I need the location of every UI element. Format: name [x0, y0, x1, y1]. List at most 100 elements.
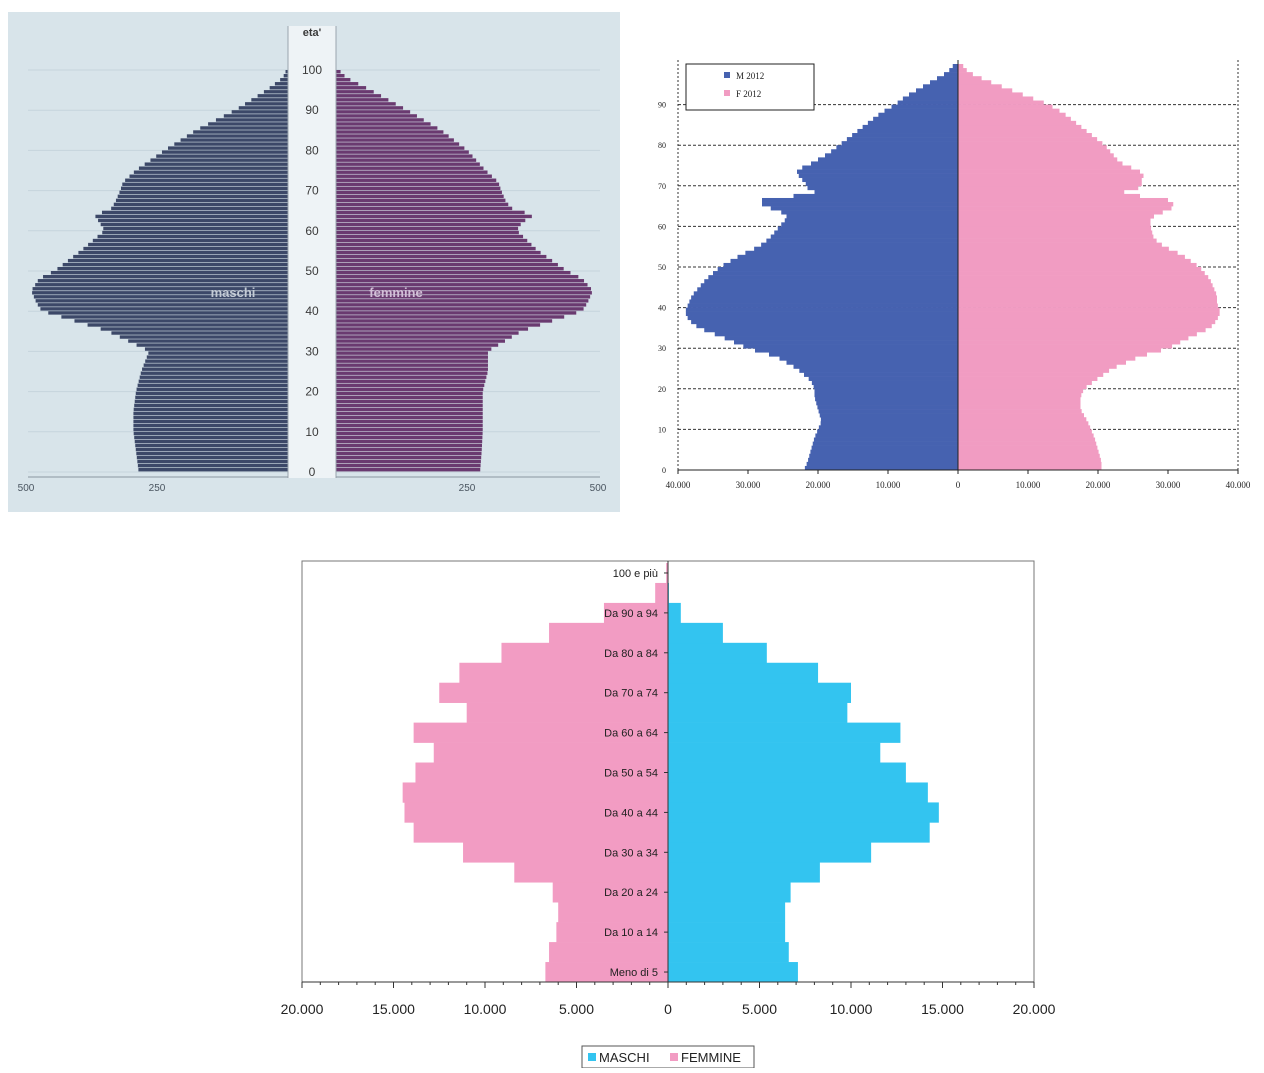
- chart-2-bar-f2012: [958, 413, 1084, 418]
- chart-1-bar-maschi: [97, 234, 288, 239]
- chart-1-bar-maschi: [57, 266, 288, 271]
- chart-1-bar-femmine: [336, 407, 483, 412]
- chart-1-bar-maschi: [138, 379, 288, 383]
- chart-1-bar-femmine: [336, 291, 592, 295]
- chart-1-bar-femmine: [336, 463, 481, 468]
- chart-2-x-tick-label: 30.000: [1156, 480, 1181, 490]
- chart-2-bar-f2012: [958, 392, 1082, 398]
- chart-1-bar-maschi: [280, 78, 288, 82]
- chart-1-bar-femmine: [336, 266, 564, 271]
- chart-2-bar-f2012: [958, 283, 1213, 288]
- chart-3-legend-swatch-maschi: [588, 1053, 596, 1061]
- chart-2-y-tick-label: 0: [662, 466, 666, 475]
- chart-2-bar-m2012: [902, 96, 958, 101]
- chart-1-bar-maschi: [74, 319, 288, 323]
- chart-2-x-tick-label: 0: [956, 480, 961, 490]
- chart-1-bar-maschi: [283, 74, 288, 78]
- chart-2-bar-f2012: [958, 356, 1136, 361]
- chart-1-bar-femmine: [336, 146, 465, 150]
- chart-1-bar-femmine: [336, 331, 519, 335]
- chart-2-bar-f2012: [958, 197, 1168, 203]
- chart-2-bar-f2012: [958, 262, 1197, 268]
- chart-1-bar-femmine: [336, 435, 483, 440]
- chart-1-bar-maschi: [61, 315, 289, 319]
- chart-1-bar-maschi: [145, 359, 288, 363]
- chart-1-bar-femmine: [336, 351, 488, 355]
- chart-1-bar-femmine: [336, 387, 484, 391]
- chart-1-bar-femmine: [336, 467, 481, 472]
- chart-2-bar-f2012: [958, 124, 1082, 130]
- chart-2-bar-m2012: [818, 425, 958, 430]
- chart-2-bar-m2012: [815, 433, 958, 438]
- chart-2-bar-f2012: [958, 234, 1154, 239]
- chart-1-bar-femmine: [336, 399, 483, 404]
- chart-2-bar-m2012: [811, 445, 958, 450]
- chart-2-bar-f2012: [958, 92, 1023, 97]
- chart-1-bar-maschi: [146, 355, 288, 359]
- chart-1-bar-maschi: [83, 246, 289, 251]
- chart-2-bar-f2012: [958, 372, 1104, 377]
- chart-2-bar-f2012: [958, 299, 1217, 304]
- chart-1-bar-femmine: [336, 391, 483, 396]
- chart-2-bar-f2012: [958, 287, 1215, 292]
- chart-3-bar-maschi: [668, 962, 798, 983]
- chart-1-bar-femmine: [336, 246, 536, 251]
- chart-3-x-tick-label: 5.000: [559, 1001, 594, 1017]
- chart-2-bar-f2012: [958, 206, 1172, 211]
- chart-1-bar-maschi: [40, 307, 288, 311]
- chart-1-bar-femmine: [336, 150, 469, 154]
- chart-2-bar-f2012: [958, 400, 1081, 406]
- chart-1-bar-femmine: [336, 98, 389, 102]
- chart-2-bar-f2012: [958, 141, 1103, 146]
- chart-2-bar-m2012: [781, 210, 958, 215]
- chart-1-bar-maschi: [200, 126, 288, 130]
- chart-1-bar-femmine: [336, 323, 541, 327]
- chart-3-bar-maschi: [668, 902, 786, 923]
- chart-2-bar-f2012: [958, 145, 1107, 150]
- chart-2-bar-f2012: [958, 177, 1142, 183]
- chart-1-y-tick-label: 70: [305, 184, 319, 198]
- chart-1-bar-femmine: [336, 182, 500, 186]
- chart-2-bar-f2012: [958, 165, 1132, 170]
- chart-1-bar-maschi: [102, 230, 288, 235]
- chart-2-bar-m2012: [804, 372, 958, 377]
- chart-1-bar-maschi: [215, 118, 288, 122]
- chart-2-bar-f2012: [958, 96, 1034, 101]
- chart-1-y-tick-label: 50: [305, 264, 319, 278]
- chart-3-y-tick-label: Da 20 a 24: [604, 887, 658, 899]
- chart-1-bar-femmine: [336, 78, 351, 82]
- chart-1-x-tick-label: 250: [459, 483, 476, 494]
- chart-2-bar-m2012: [762, 202, 958, 207]
- chart-3-bar-femmine: [603, 602, 668, 624]
- chart-2-bar-m2012: [806, 461, 958, 467]
- chart-2-y-tick-label: 60: [658, 222, 666, 231]
- chart-2-bar-f2012: [958, 222, 1151, 227]
- chart-1-bar-femmine: [336, 82, 359, 86]
- chart-1-bar-maschi: [35, 283, 288, 287]
- chart-1-bar-maschi: [136, 455, 288, 460]
- chart-2-bar-m2012: [691, 319, 958, 325]
- chart-3-legend-label-maschi: MASCHI: [599, 1050, 650, 1065]
- chart-1-bar-femmine: [336, 335, 512, 339]
- chart-3-bar-femmine: [439, 682, 668, 703]
- chart-3-bar-maschi: [668, 622, 723, 644]
- chart-2-y-tick-label: 10: [658, 425, 666, 434]
- chart-2-bar-m2012: [804, 465, 958, 471]
- chart-1-bar-femmine: [336, 283, 588, 287]
- chart-1-x-tick-label: 250: [149, 483, 166, 494]
- chart-1-bar-maschi: [138, 166, 288, 170]
- chart-3-y-tick-label: Da 60 a 64: [604, 728, 658, 740]
- chart-1-bar-femmine: [336, 415, 483, 420]
- chart-1-bar-maschi: [111, 206, 289, 211]
- chart-2-bar-f2012: [958, 437, 1096, 442]
- chart-1-y-tick-label: 10: [305, 425, 319, 439]
- chart-1-bar-maschi: [95, 214, 289, 219]
- chart-2-bar-m2012: [724, 336, 958, 341]
- chart-2-bar-m2012: [952, 64, 958, 69]
- chart-3-y-tick-label: 100 e più: [613, 568, 658, 580]
- chart-3-bar-femmine: [501, 642, 668, 664]
- chart-1-bar-femmine: [336, 258, 553, 263]
- chart-1-bar-maschi: [133, 170, 288, 174]
- chart-1-bar-maschi: [78, 250, 289, 255]
- chart-1-bar-maschi: [133, 427, 288, 432]
